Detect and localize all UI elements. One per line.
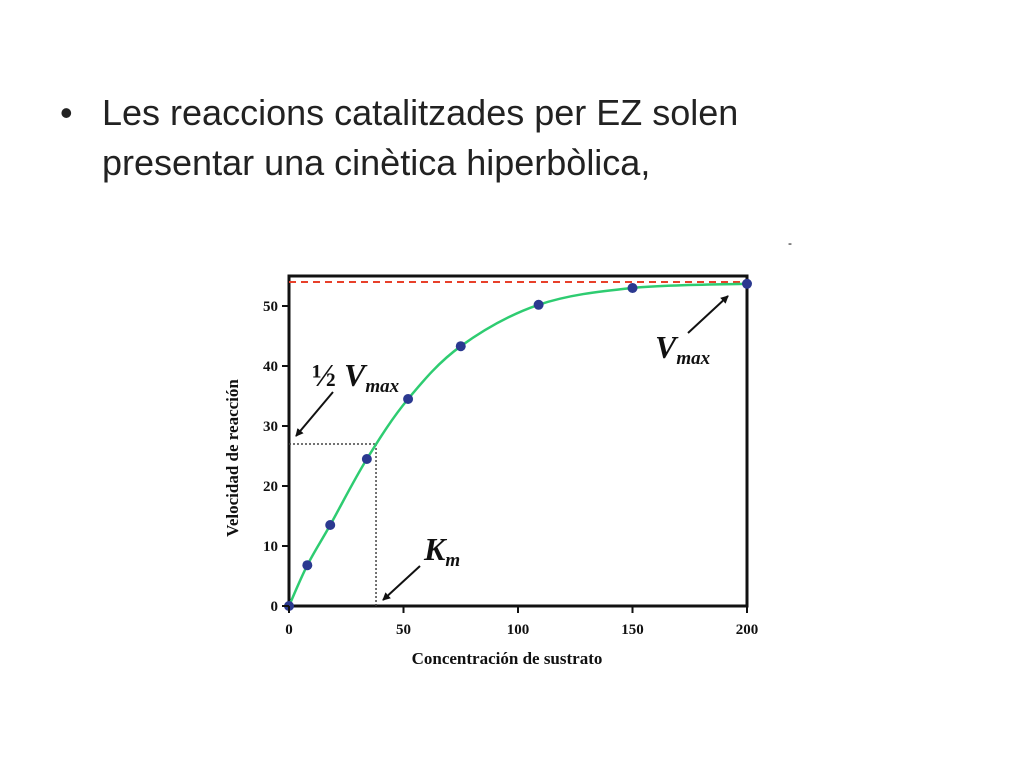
data-point-4	[403, 394, 414, 404]
x-tick-label-0: 0	[285, 622, 293, 638]
half-vmax-arrow	[295, 391, 334, 437]
x-tick-label-200: 200	[736, 622, 759, 638]
data-point-1	[302, 560, 313, 571]
y-tick-label-50: 50	[263, 299, 278, 315]
vmax-annotation-sub: max	[676, 348, 710, 369]
half-vmax-annotation: ½ Vmax	[312, 357, 400, 397]
y-tick-label-30: 30	[263, 419, 278, 435]
km-annotation-sub: m	[445, 550, 460, 571]
x-tick-label-50: 50	[396, 622, 411, 638]
half-vmax-annotation-frac: ½	[312, 357, 336, 393]
data-point-2	[325, 520, 336, 530]
x-tick-label-150: 150	[621, 622, 644, 638]
plot-frame	[287, 274, 749, 608]
data-point-6	[533, 299, 544, 310]
km-arrow	[382, 565, 421, 601]
y-tick-label-10: 10	[263, 539, 278, 555]
x-axis-label: Concentración de sustrato	[412, 649, 603, 668]
data-point-8	[742, 278, 752, 289]
bullet-text-line-1: Les reaccions catalitzades per EZ solen	[102, 92, 739, 133]
vmax-annotation: Vmax	[655, 329, 711, 369]
stray-mark: -	[788, 236, 792, 250]
km-annotation: Km	[423, 531, 460, 571]
half-vmax-annotation-sub: max	[365, 376, 399, 397]
data-point-3	[361, 454, 372, 464]
y-tick-label-20: 20	[263, 479, 278, 495]
fit-curve	[287, 282, 748, 607]
bullet-text: Les reaccions catalitzades per EZ solen …	[102, 88, 952, 188]
x-tick-label-100: 100	[507, 622, 530, 638]
y-tick-label-40: 40	[263, 359, 278, 375]
data-point-7	[627, 283, 638, 293]
data-point-5	[455, 341, 466, 352]
y-tick-label-0: 0	[271, 599, 279, 615]
half-vmax-annotation-main: V	[344, 357, 368, 393]
bullet-text-line-2: presentar una cinètica hiperbòlica,	[102, 142, 651, 183]
vmax-arrow	[687, 295, 729, 334]
km-annotation-main: K	[423, 531, 448, 567]
vmax-annotation-main: V	[655, 329, 679, 365]
y-axis-label: Velocidad de reacción	[223, 379, 242, 537]
bullet-dot: •	[60, 92, 73, 133]
